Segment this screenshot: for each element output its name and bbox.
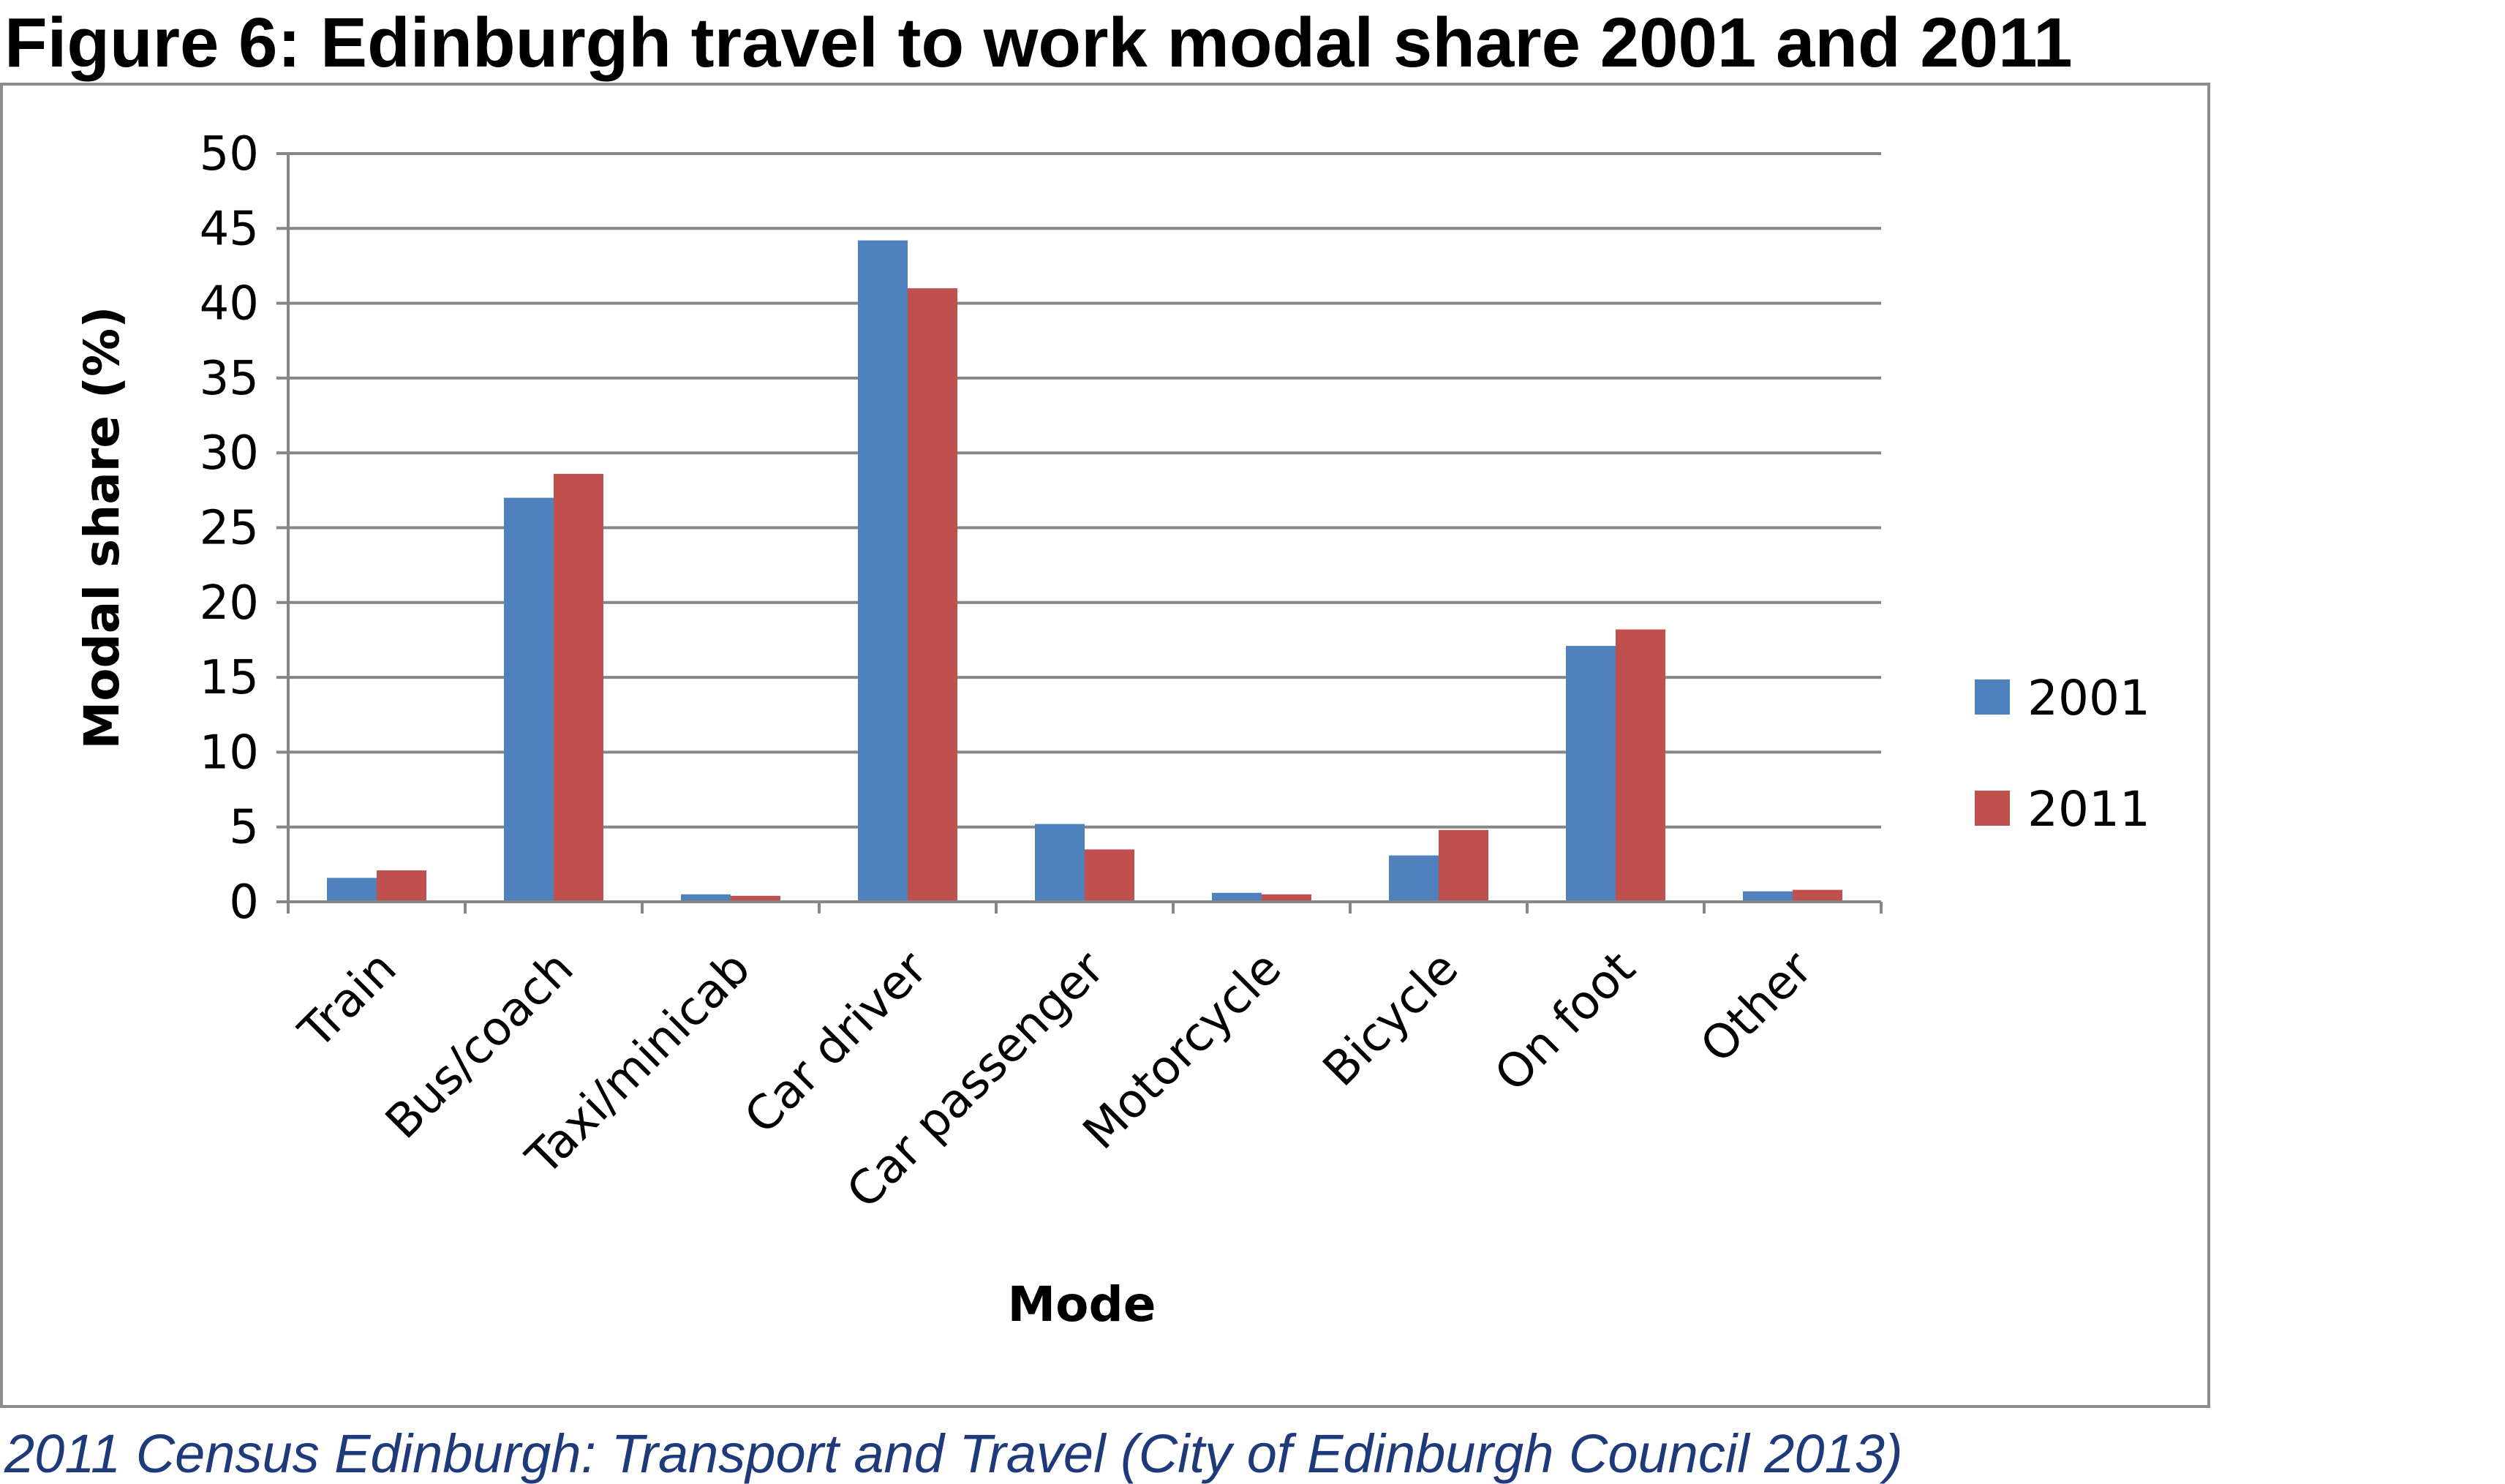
- y-tick-label: 20: [200, 576, 259, 630]
- y-tick-label: 0: [229, 875, 259, 930]
- bar-2011-car-passenger: [1085, 849, 1134, 902]
- bar-2011-other: [1793, 889, 1842, 902]
- x-axis-ticks: [287, 902, 1883, 914]
- bar-2001-motorcycle: [1212, 892, 1262, 902]
- x-tick-label: On foot: [1485, 941, 1646, 1102]
- y-tick-label: 30: [200, 426, 259, 481]
- figure-title: Figure 6: Edinburgh travel to work modal…: [4, 4, 2073, 82]
- bar-2011-train: [377, 870, 426, 902]
- bar-2001-car-passenger: [1035, 824, 1085, 902]
- bar-2001-train: [327, 878, 377, 902]
- y-axis-ticks: 0 5 10 15 20 25 30 35 40 45 50: [200, 127, 288, 930]
- y-tick-label: 35: [200, 352, 259, 406]
- bar-2011-bicycle: [1439, 829, 1488, 902]
- bar-2001-taxi-minicab: [681, 894, 731, 902]
- x-tick-label: Train: [289, 941, 407, 1060]
- bar-chart: 0 5 10 15 20 25 30 35 40 45 50 TrainBus/coachTaxi/…: [74, 127, 2150, 1333]
- legend-label-2001: 2001: [2027, 670, 2150, 726]
- bar-2001-bicycle: [1389, 855, 1439, 902]
- bar-2011-on-foot: [1616, 629, 1665, 902]
- bar-2011-car-driver: [908, 288, 957, 902]
- x-tick-label: Other: [1690, 941, 1823, 1074]
- bar-2011-motorcycle: [1262, 894, 1311, 902]
- x-axis-title: Mode: [1007, 1276, 1156, 1333]
- bar-2001-other: [1743, 891, 1793, 902]
- y-tick-label: 50: [200, 127, 259, 181]
- legend: 2001 2011: [1975, 670, 2150, 837]
- y-tick-label: 40: [200, 277, 259, 331]
- bar-2001-bus-coach: [504, 497, 554, 902]
- legend-swatch-2001: [1975, 679, 2010, 715]
- x-tick-label: Bicycle: [1313, 941, 1469, 1097]
- y-tick-label: 5: [229, 801, 259, 855]
- bar-2001-on-foot: [1566, 646, 1616, 902]
- y-tick-label: 10: [200, 726, 259, 780]
- y-tick-label: 25: [200, 502, 259, 556]
- legend-swatch-2011: [1975, 791, 2010, 826]
- y-tick-label: 45: [200, 202, 259, 256]
- figure-caption: 2011 Census Edinburgh: Transport and Tra…: [4, 1423, 1903, 1484]
- bars: [327, 240, 1842, 903]
- y-axis-title: Modal share (%): [74, 306, 130, 750]
- legend-label-2011: 2011: [2027, 781, 2150, 837]
- bar-2001-car-driver: [858, 240, 908, 903]
- bar-2011-bus-coach: [554, 473, 603, 902]
- bar-2011-taxi-minicab: [731, 895, 780, 902]
- y-tick-label: 15: [200, 651, 259, 705]
